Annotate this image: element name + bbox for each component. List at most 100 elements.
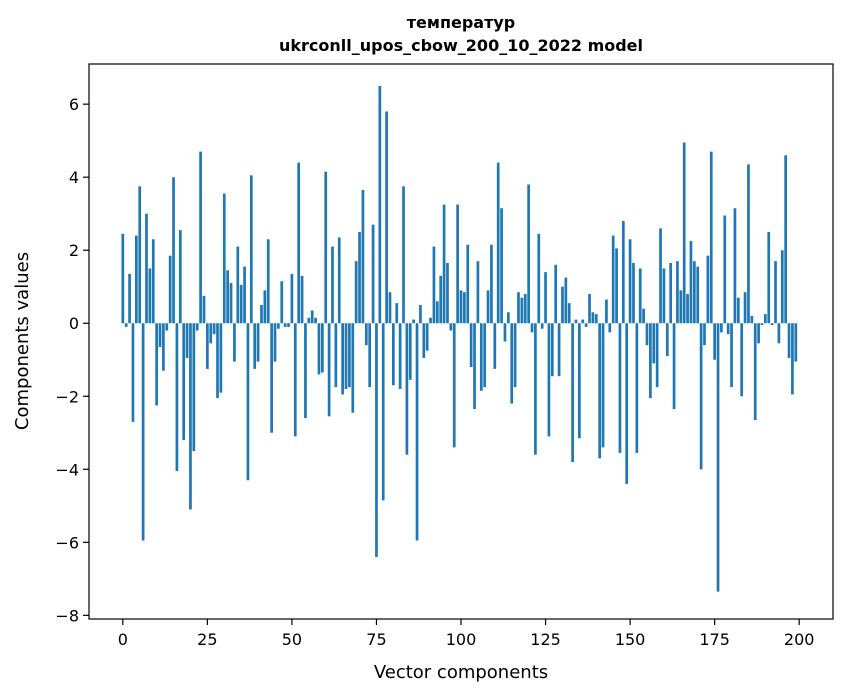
bar-81 <box>395 303 399 324</box>
bar-184 <box>743 292 747 324</box>
bar-138 <box>588 294 591 324</box>
bar-90 <box>425 323 429 351</box>
bar-183 <box>740 323 744 397</box>
bar-136 <box>581 319 585 324</box>
bar-61 <box>327 323 331 417</box>
bar-36 <box>243 266 246 324</box>
bar-66 <box>344 323 348 389</box>
y-tick-label: −2 <box>55 387 79 406</box>
bar-92 <box>432 246 436 324</box>
bar-52 <box>297 162 301 324</box>
bar-189 <box>760 323 764 326</box>
bar-1 <box>124 323 128 327</box>
bar-146 <box>615 248 618 324</box>
bar-137 <box>584 323 588 327</box>
bar-102 <box>466 244 470 324</box>
bar-98 <box>452 323 456 448</box>
bar-50 <box>290 273 294 324</box>
bar-41 <box>260 304 263 324</box>
bar-173 <box>706 255 710 324</box>
bar-85 <box>408 323 412 380</box>
bar-8 <box>148 268 152 324</box>
bar-18 <box>182 323 186 441</box>
bar-60 <box>324 171 328 324</box>
bar-181 <box>733 208 737 324</box>
plot-frame <box>88 63 834 620</box>
bar-175 <box>713 323 716 360</box>
bar-5 <box>138 186 142 324</box>
bar-83 <box>402 186 405 324</box>
bar-80 <box>392 323 395 386</box>
bar-171 <box>699 323 703 470</box>
bar-70 <box>358 231 361 324</box>
x-tick-label: 150 <box>615 630 646 649</box>
y-axis-ticks: −8 −6 −4 −2 0 2 4 6 <box>55 95 89 625</box>
bar-139 <box>591 312 595 324</box>
bar-0 <box>121 233 125 324</box>
bar-73 <box>368 323 372 388</box>
bar-106 <box>479 323 483 391</box>
bar-198 <box>791 323 794 395</box>
bar-49 <box>287 323 290 327</box>
bar-38 <box>249 175 253 324</box>
bar-143 <box>605 299 608 324</box>
bar-13 <box>165 323 169 331</box>
bar-188 <box>757 323 760 344</box>
bar-156 <box>649 323 652 399</box>
bar-24 <box>202 295 206 324</box>
bar-53 <box>300 275 304 324</box>
bar-100 <box>459 290 463 324</box>
bar-124 <box>540 323 544 329</box>
bar-172 <box>703 323 706 346</box>
x-tick-label: 125 <box>530 630 561 649</box>
bar-67 <box>348 323 351 388</box>
bar-97 <box>449 323 453 331</box>
y-tick-label: 0 <box>69 314 79 333</box>
bar-135 <box>578 323 581 439</box>
bar-134 <box>574 319 578 324</box>
bar-111 <box>496 162 500 324</box>
bar-28 <box>216 323 219 399</box>
y-tick-label: −8 <box>55 606 79 625</box>
bar-62 <box>331 246 334 324</box>
bar-169 <box>692 261 696 324</box>
bar-37 <box>246 323 250 481</box>
bar-187 <box>753 323 757 421</box>
bar-103 <box>469 323 473 368</box>
bar-150 <box>628 239 632 324</box>
bar-9 <box>151 239 155 324</box>
bar-112 <box>500 208 503 324</box>
bar-46 <box>277 323 280 329</box>
bar-76 <box>378 85 382 324</box>
bar-141 <box>598 323 602 459</box>
bar-165 <box>679 290 683 324</box>
bar-149 <box>625 323 629 484</box>
bar-21 <box>192 323 196 452</box>
bar-125 <box>544 272 547 324</box>
bar-19 <box>185 323 189 358</box>
bar-95 <box>442 204 446 324</box>
bar-87 <box>415 323 419 541</box>
bar-176 <box>716 323 720 592</box>
bar-110 <box>493 323 497 369</box>
bar-164 <box>676 261 679 324</box>
x-axis-ticks: 0 25 50 75 100 125 150 175 200 <box>118 619 814 649</box>
bar-43 <box>266 239 270 324</box>
bar-121 <box>530 323 534 333</box>
x-axis-label: Vector components <box>374 662 548 683</box>
bar-113 <box>503 323 507 342</box>
y-tick-label: −6 <box>55 533 79 552</box>
bar-190 <box>764 314 767 324</box>
bar-11 <box>158 323 162 347</box>
bar-197 <box>787 323 791 358</box>
bar-35 <box>239 284 243 324</box>
bar-series <box>121 85 798 592</box>
bar-131 <box>564 277 568 324</box>
bar-174 <box>709 151 713 324</box>
bar-77 <box>381 323 385 501</box>
bar-71 <box>361 189 365 324</box>
bar-147 <box>618 323 622 453</box>
bar-151 <box>632 262 635 324</box>
bar-42 <box>263 290 267 324</box>
bar-4 <box>134 235 138 324</box>
